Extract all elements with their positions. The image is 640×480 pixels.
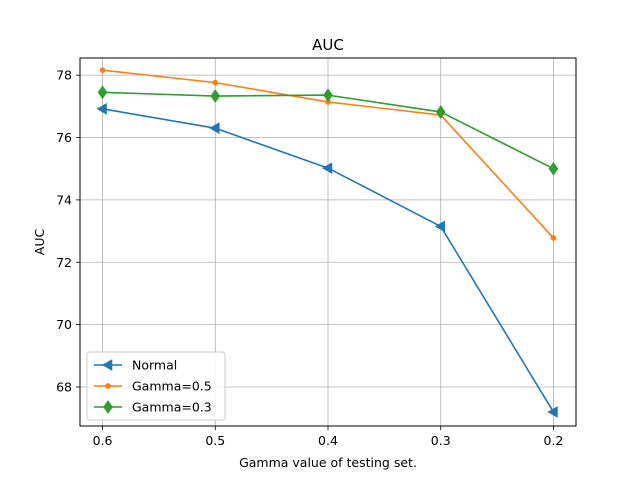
y-tick-label: 70 xyxy=(56,317,72,332)
data-point xyxy=(321,162,333,174)
data-point xyxy=(547,406,558,418)
data-point xyxy=(323,88,333,102)
legend-item: Gamma=0.3 xyxy=(94,400,212,415)
x-axis-title: Gamma value of testing set. xyxy=(239,455,417,470)
data-point xyxy=(434,220,445,233)
legend-item: Gamma=0.5 xyxy=(94,379,212,394)
y-tick-label: 76 xyxy=(56,130,72,145)
series-gamma-0-3 xyxy=(97,85,559,176)
axis-ticks: 0.6 0.5 0.4 0.3 0.2 68 70 72 74 76 78 xyxy=(56,68,563,448)
y-tick-label: 78 xyxy=(56,68,72,83)
y-tick-label: 68 xyxy=(56,380,72,395)
data-point xyxy=(99,67,106,74)
data-point xyxy=(209,122,220,135)
data-point xyxy=(97,85,108,100)
legend-marker xyxy=(105,383,111,389)
data-point xyxy=(212,79,219,86)
y-axis-title: AUC xyxy=(32,229,47,256)
y-tick-label: 72 xyxy=(56,255,72,270)
data-point xyxy=(435,105,446,119)
x-tick-label: 0.4 xyxy=(318,433,338,448)
y-tick-label: 74 xyxy=(56,192,72,207)
x-tick-label: 0.2 xyxy=(544,433,564,448)
series-group xyxy=(96,67,559,418)
legend: Normal Gamma=0.5 Gamma=0.3 xyxy=(86,351,226,421)
series-normal xyxy=(96,102,558,418)
x-tick-label: 0.3 xyxy=(431,433,451,448)
legend-label: Gamma=0.5 xyxy=(132,379,212,394)
legend-label: Normal xyxy=(132,358,177,373)
chart-title: AUC xyxy=(312,36,344,54)
data-point xyxy=(210,89,221,103)
legend-marker xyxy=(101,359,113,371)
legend-marker xyxy=(103,400,113,414)
legend-item: Normal xyxy=(94,358,177,373)
x-tick-label: 0.6 xyxy=(93,433,113,448)
data-point xyxy=(96,102,107,115)
x-tick-label: 0.5 xyxy=(205,433,225,448)
data-point xyxy=(548,161,559,176)
legend-box xyxy=(86,351,226,421)
data-point xyxy=(550,235,557,241)
legend-label: Gamma=0.3 xyxy=(132,400,212,415)
grid xyxy=(80,58,576,426)
